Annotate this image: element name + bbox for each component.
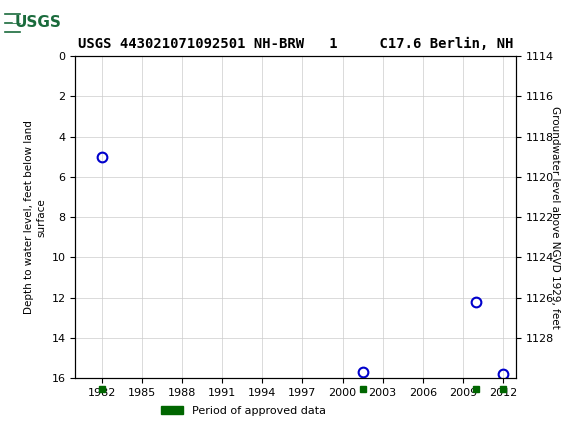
Title: USGS 443021071092501 NH-BRW   1     C17.6 Berlin, NH: USGS 443021071092501 NH-BRW 1 C17.6 Berl…: [78, 37, 513, 51]
Y-axis label: Groundwater level above NGVD 1929, feet: Groundwater level above NGVD 1929, feet: [550, 106, 560, 329]
Y-axis label: Depth to water level, feet below land
surface: Depth to water level, feet below land su…: [24, 120, 46, 314]
Text: ≡USGS: ≡USGS: [12, 14, 66, 31]
FancyBboxPatch shape: [3, 3, 72, 42]
Legend: Period of approved data: Period of approved data: [157, 401, 331, 420]
Text: USGS: USGS: [14, 15, 61, 30]
